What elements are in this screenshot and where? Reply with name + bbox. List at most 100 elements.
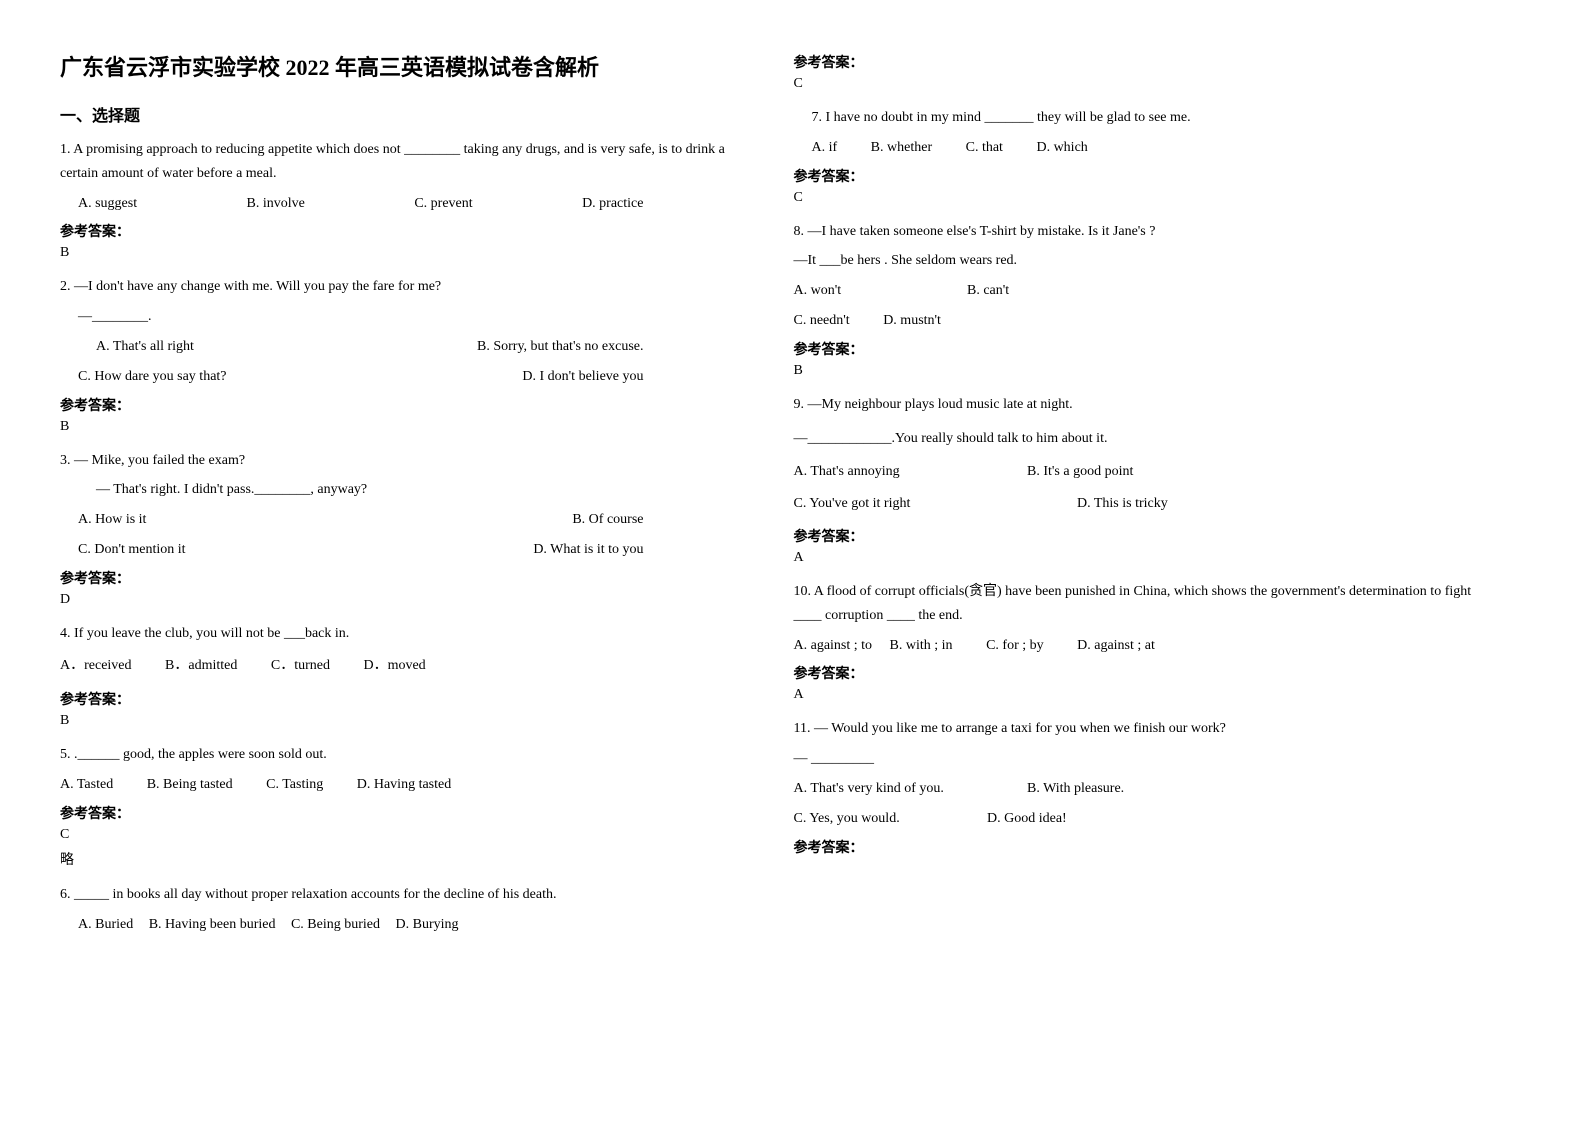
q4-opt-a: A．received (60, 654, 132, 678)
right-column: 参考答案： C 7. I have no doubt in my mind __… (794, 50, 1528, 1072)
q8-ans: B (794, 363, 1498, 379)
q5-opt-a: A. Tasted (60, 773, 113, 797)
q8-ans-label: 参考答案： (794, 339, 1498, 359)
q9-opt-b: B. It's a good point (1027, 460, 1133, 484)
q1-options: A. suggest B. involve C. prevent D. prac… (60, 192, 764, 216)
q2-options-row1: A. That's all right B. Sorry, but that's… (60, 335, 764, 359)
q7-ans: C (794, 190, 1498, 206)
q3-ans: D (60, 592, 764, 608)
q11-opt-b: B. With pleasure. (1027, 777, 1124, 801)
q9-stem1: 9. —My neighbour plays loud music late a… (794, 393, 1498, 417)
q7-stem: 7. I have no doubt in my mind _______ th… (794, 106, 1498, 130)
q10-ans-label: 参考答案： (794, 663, 1498, 683)
q11-opt-c: C. Yes, you would. (794, 807, 954, 831)
q3-stem1: 3. — Mike, you failed the exam? (60, 449, 764, 473)
q8-opt-d: D. mustn't (883, 309, 941, 333)
q10-opt-d: D. against ; at (1077, 634, 1155, 658)
q9-opt-a: A. That's annoying (794, 460, 994, 484)
q6-opt-c: C. Being buried (291, 913, 380, 937)
q1-opt-d: D. practice (582, 192, 643, 216)
q9-opt-c: C. You've got it right (794, 492, 1044, 516)
q3-options-row1: A. How is it B. Of course (60, 508, 764, 532)
q8-stem2: —It ___be hers . She seldom wears red. (794, 249, 1498, 273)
q4-ans-label: 参考答案： (60, 689, 764, 709)
q9-options-row2: C. You've got it right D. This is tricky (794, 492, 1498, 516)
q2-opt-d: D. I don't believe you (522, 365, 643, 389)
q7-opt-c: C. that (966, 136, 1003, 160)
q4-stem: 4. If you leave the club, you will not b… (60, 622, 764, 646)
q2-options-row2: C. How dare you say that? D. I don't bel… (60, 365, 764, 389)
q2-opt-a: A. That's all right (60, 335, 194, 359)
q8-opt-b: B. can't (967, 279, 1009, 303)
q1-opt-c: C. prevent (414, 192, 472, 216)
q4-options: A．received B．admitted C．turned D．moved (60, 654, 764, 678)
q10-opt-b: B. with ; in (890, 634, 953, 658)
q7-opt-d: D. which (1036, 136, 1087, 160)
left-column: 广东省云浮市实验学校 2022 年高三英语模拟试卷含解析 一、选择题 1. A … (60, 50, 794, 1072)
q4-opt-c: C．turned (271, 654, 330, 678)
q2-stem2: —________. (60, 305, 764, 329)
q10-opt-c: C. for ; by (986, 634, 1044, 658)
q8-options-row2: C. needn't D. mustn't (794, 309, 1498, 333)
q6-ans-label: 参考答案： (794, 52, 1498, 72)
q2-opt-b: B. Sorry, but that's no excuse. (477, 335, 643, 359)
q1-opt-a: A. suggest (60, 192, 137, 216)
q11-stem1: 11. — Would you like me to arrange a tax… (794, 717, 1498, 741)
q10-stem: 10. A flood of corrupt officials(贪官) hav… (794, 580, 1498, 628)
q1-ans: B (60, 245, 764, 261)
q7-options: A. if B. whether C. that D. which (794, 136, 1498, 160)
q5-ans-label: 参考答案： (60, 803, 764, 823)
q9-ans: A (794, 550, 1498, 566)
section-head: 一、选择题 (60, 102, 764, 126)
q9-options-row1: A. That's annoying B. It's a good point (794, 460, 1498, 484)
q11-opt-d: D. Good idea! (987, 807, 1067, 831)
q8-opt-a: A. won't (794, 279, 934, 303)
q4-ans: B (60, 713, 764, 729)
q11-ans-label: 参考答案： (794, 837, 1498, 857)
q2-ans-label: 参考答案： (60, 395, 764, 415)
q6-options: A. Buried B. Having been buried C. Being… (60, 913, 764, 937)
q11-options-row1: A. That's very kind of you. B. With plea… (794, 777, 1498, 801)
q6-ans: C (794, 76, 1498, 92)
q11-stem2: — _________ (794, 747, 1498, 771)
q6-opt-b: B. Having been buried (149, 913, 276, 937)
q2-ans: B (60, 419, 764, 435)
q5-opt-c: C. Tasting (266, 773, 323, 797)
q3-stem2: — That's right. I didn't pass.________, … (60, 478, 764, 502)
page-title: 广东省云浮市实验学校 2022 年高三英语模拟试卷含解析 (60, 50, 764, 82)
q6-stem: 6. _____ in books all day without proper… (60, 883, 764, 907)
q5-opt-b: B. Being tasted (147, 773, 233, 797)
q5-stem: 5. .______ good, the apples were soon so… (60, 743, 764, 767)
q8-options-row1: A. won't B. can't (794, 279, 1498, 303)
q1-stem: 1. A promising approach to reducing appe… (60, 138, 764, 186)
q9-stem2: —____________.You really should talk to … (794, 427, 1498, 451)
q7-opt-b: B. whether (871, 136, 932, 160)
q1-opt-b: B. involve (247, 192, 305, 216)
q6-opt-a: A. Buried (78, 913, 133, 937)
q8-opt-c: C. needn't (794, 309, 850, 333)
q3-opt-d: D. What is it to you (533, 538, 643, 562)
q5-extra: 略 (60, 849, 764, 869)
q5-ans: C (60, 827, 764, 843)
q2-opt-c: C. How dare you say that? (60, 365, 227, 389)
q9-ans-label: 参考答案： (794, 526, 1498, 546)
q3-opt-c: C. Don't mention it (60, 538, 186, 562)
q3-options-row2: C. Don't mention it D. What is it to you (60, 538, 764, 562)
q6-opt-d: D. Burying (396, 913, 459, 937)
q10-ans: A (794, 687, 1498, 703)
q3-opt-b: B. Of course (572, 508, 643, 532)
q7-ans-label: 参考答案： (794, 166, 1498, 186)
q1-ans-label: 参考答案： (60, 221, 764, 241)
q4-opt-d: D．moved (363, 654, 425, 678)
q10-options: A. against ; to B. with ; in C. for ; by… (794, 634, 1498, 658)
q2-stem1: 2. —I don't have any change with me. Wil… (60, 275, 764, 299)
q8-stem1: 8. —I have taken someone else's T-shirt … (794, 220, 1498, 244)
q11-opt-a: A. That's very kind of you. (794, 777, 994, 801)
q5-opt-d: D. Having tasted (357, 773, 451, 797)
q7-opt-a: A. if (812, 136, 838, 160)
q5-options: A. Tasted B. Being tasted C. Tasting D. … (60, 773, 764, 797)
q11-options-row2: C. Yes, you would. D. Good idea! (794, 807, 1498, 831)
q3-ans-label: 参考答案： (60, 568, 764, 588)
q9-opt-d: D. This is tricky (1077, 492, 1168, 516)
q3-opt-a: A. How is it (60, 508, 146, 532)
